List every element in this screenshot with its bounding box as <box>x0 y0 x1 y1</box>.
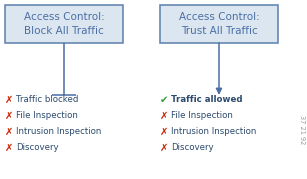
Text: Intrusion Inspection: Intrusion Inspection <box>171 127 256 137</box>
Text: ✗: ✗ <box>160 111 168 121</box>
Text: ✗: ✗ <box>5 111 13 121</box>
Text: File Inspection: File Inspection <box>16 112 78 120</box>
Text: Discovery: Discovery <box>16 144 59 153</box>
Text: ✗: ✗ <box>160 127 168 137</box>
Text: 37 21 92: 37 21 92 <box>299 115 305 145</box>
Text: Intrusion Inspection: Intrusion Inspection <box>16 127 101 137</box>
Text: ✗: ✗ <box>5 143 13 153</box>
Text: ✗: ✗ <box>5 127 13 137</box>
Text: ✗: ✗ <box>160 143 168 153</box>
Text: Traffic blocked: Traffic blocked <box>16 96 78 105</box>
Text: File Inspection: File Inspection <box>171 112 233 120</box>
Text: ✗: ✗ <box>5 95 13 105</box>
Text: Traffic allowed: Traffic allowed <box>171 96 243 105</box>
FancyBboxPatch shape <box>5 5 123 43</box>
Text: Access Control:
Trust All Traffic: Access Control: Trust All Traffic <box>179 12 259 36</box>
Text: Access Control:
Block All Traffic: Access Control: Block All Traffic <box>24 12 104 36</box>
FancyBboxPatch shape <box>160 5 278 43</box>
Text: ✔: ✔ <box>160 95 168 105</box>
Text: Discovery: Discovery <box>171 144 214 153</box>
